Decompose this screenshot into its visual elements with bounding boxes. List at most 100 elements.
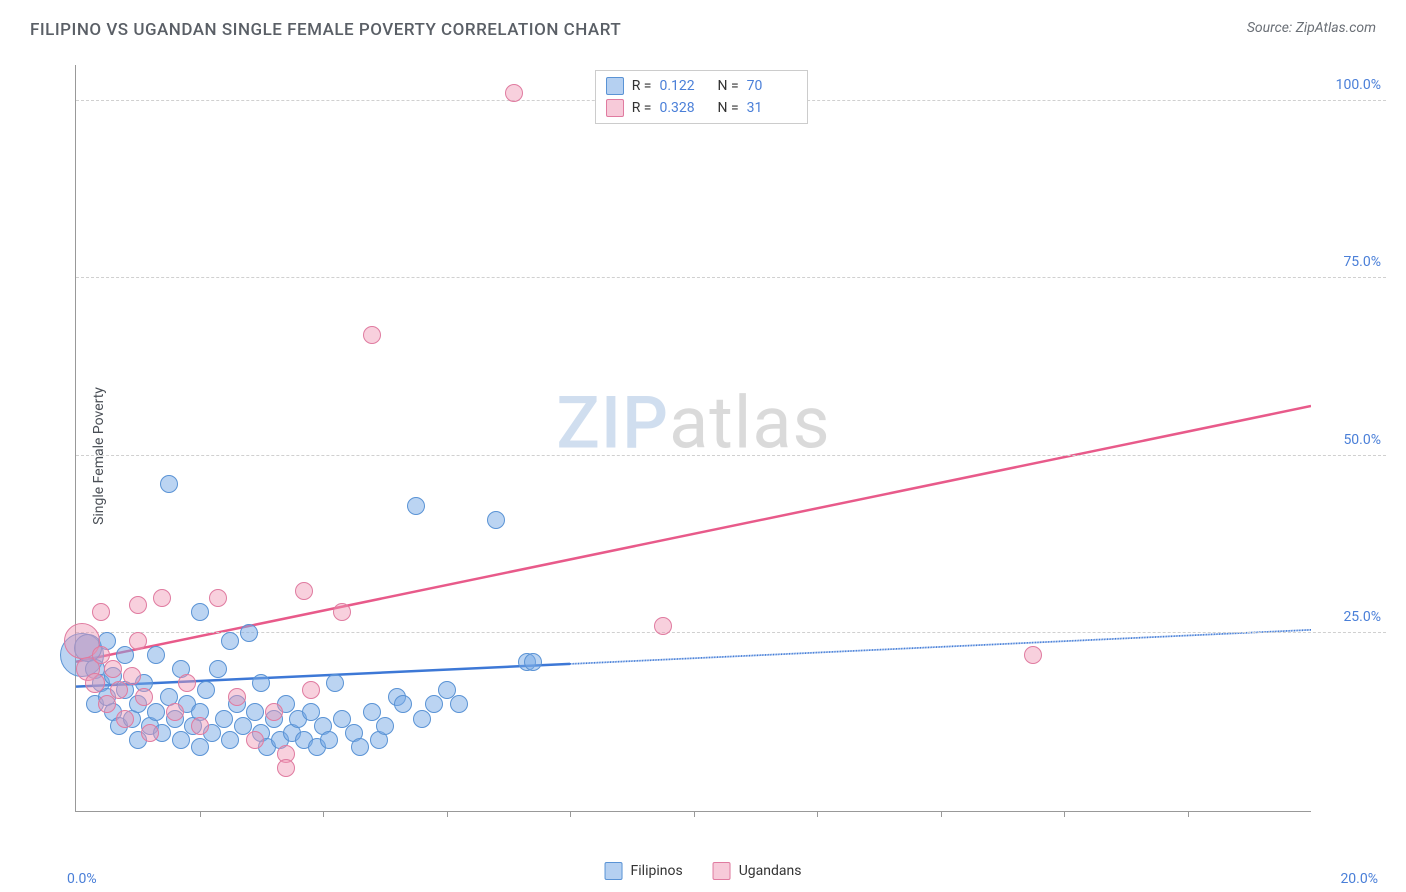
- legend-row-filipinos: R = 0.122 N = 70: [606, 75, 797, 97]
- data-point-ugandans: [654, 617, 672, 635]
- legend-label-ugandans: Ugandans: [739, 863, 802, 879]
- x-axis-max-label: 20.0%: [1340, 871, 1378, 887]
- watermark: ZIPatlas: [556, 381, 830, 466]
- r-value-ugandans: 0.328: [659, 100, 709, 116]
- data-point-ugandans: [277, 759, 295, 777]
- r-label: R =: [632, 100, 652, 116]
- x-tick: [1188, 811, 1189, 817]
- data-point-ugandans: [116, 710, 134, 728]
- legend-label-filipinos: Filipinos: [631, 863, 683, 879]
- r-label: R =: [632, 78, 652, 94]
- data-point-ugandans: [363, 326, 381, 344]
- data-point-ugandans: [333, 603, 351, 621]
- x-tick: [1064, 811, 1065, 817]
- swatch-filipinos-icon: [606, 77, 624, 95]
- n-label: N =: [717, 100, 738, 116]
- swatch-filipinos-icon: [605, 862, 623, 880]
- x-tick: [570, 811, 571, 817]
- watermark-part2: atlas: [669, 381, 831, 466]
- x-tick: [200, 811, 201, 817]
- source-label: Source: ZipAtlas.com: [1247, 20, 1376, 36]
- data-point-filipinos: [215, 710, 233, 728]
- gridline: [76, 455, 1386, 456]
- data-point-ugandans: [129, 596, 147, 614]
- data-point-filipinos: [116, 646, 134, 664]
- swatch-ugandans-icon: [713, 862, 731, 880]
- data-point-ugandans: [98, 695, 116, 713]
- data-point-filipinos: [413, 710, 431, 728]
- data-point-filipinos: [487, 511, 505, 529]
- gridline: [76, 277, 1386, 278]
- data-point-ugandans: [110, 681, 128, 699]
- data-point-filipinos: [376, 717, 394, 735]
- chart-title: FILIPINO VS UGANDAN SINGLE FEMALE POVERT…: [30, 20, 621, 40]
- legend-row-ugandans: R = 0.328 N = 31: [606, 97, 797, 119]
- data-point-filipinos: [209, 660, 227, 678]
- data-point-ugandans: [209, 589, 227, 607]
- data-point-filipinos: [407, 497, 425, 515]
- legend-correlation: R = 0.122 N = 70 R = 0.328 N = 31: [595, 70, 808, 124]
- data-point-ugandans: [85, 673, 105, 693]
- data-point-filipinos: [351, 738, 369, 756]
- data-point-ugandans: [141, 724, 159, 742]
- swatch-ugandans-icon: [606, 99, 624, 117]
- data-point-filipinos: [326, 674, 344, 692]
- data-point-filipinos: [394, 695, 412, 713]
- data-point-ugandans: [265, 703, 283, 721]
- legend-series: Filipinos Ugandans: [605, 862, 802, 880]
- chart-area: Single Female Poverty ZIPatlas R = 0.122…: [35, 55, 1386, 857]
- data-point-filipinos: [172, 731, 190, 749]
- y-tick-label: 50.0%: [1343, 432, 1381, 448]
- x-tick: [694, 811, 695, 817]
- data-point-ugandans: [104, 660, 122, 678]
- chart-header: FILIPINO VS UGANDAN SINGLE FEMALE POVERT…: [0, 0, 1406, 50]
- y-tick-label: 100.0%: [1336, 77, 1381, 93]
- x-tick: [447, 811, 448, 817]
- data-point-ugandans: [295, 582, 313, 600]
- watermark-part1: ZIP: [556, 381, 669, 466]
- data-point-filipinos: [240, 624, 258, 642]
- data-point-ugandans: [505, 84, 523, 102]
- n-label: N =: [717, 78, 738, 94]
- n-value-ugandans: 31: [747, 100, 797, 116]
- trend-lines: [76, 65, 1311, 811]
- x-tick: [817, 811, 818, 817]
- data-point-ugandans: [129, 632, 147, 650]
- legend-item-filipinos: Filipinos: [605, 862, 683, 880]
- data-point-filipinos: [147, 646, 165, 664]
- data-point-filipinos: [524, 653, 542, 671]
- data-point-ugandans: [191, 717, 209, 735]
- data-point-filipinos: [191, 738, 209, 756]
- gridline: [76, 632, 1386, 633]
- data-point-filipinos: [221, 632, 239, 650]
- data-point-ugandans: [135, 688, 153, 706]
- x-tick: [323, 811, 324, 817]
- plot-region: ZIPatlas R = 0.122 N = 70 R = 0.328 N = …: [75, 65, 1311, 812]
- data-point-ugandans: [92, 603, 110, 621]
- data-point-ugandans: [246, 731, 264, 749]
- legend-item-ugandans: Ugandans: [713, 862, 802, 880]
- data-point-ugandans: [302, 681, 320, 699]
- y-tick-label: 75.0%: [1343, 254, 1381, 270]
- data-point-ugandans: [123, 667, 141, 685]
- x-tick: [941, 811, 942, 817]
- data-point-ugandans: [166, 703, 184, 721]
- data-point-filipinos: [221, 731, 239, 749]
- data-point-ugandans: [1024, 646, 1042, 664]
- x-axis-min-label: 0.0%: [67, 871, 97, 887]
- data-point-filipinos: [450, 695, 468, 713]
- data-point-filipinos: [197, 681, 215, 699]
- data-point-ugandans: [153, 589, 171, 607]
- data-point-ugandans: [228, 688, 246, 706]
- data-point-filipinos: [252, 674, 270, 692]
- data-point-ugandans: [178, 674, 196, 692]
- data-point-filipinos: [191, 603, 209, 621]
- r-value-filipinos: 0.122: [659, 78, 709, 94]
- data-point-filipinos: [160, 475, 178, 493]
- data-point-filipinos: [425, 695, 443, 713]
- data-point-filipinos: [147, 703, 165, 721]
- n-value-filipinos: 70: [747, 78, 797, 94]
- data-point-filipinos: [246, 703, 264, 721]
- y-tick-label: 25.0%: [1343, 609, 1381, 625]
- data-point-filipinos: [320, 731, 338, 749]
